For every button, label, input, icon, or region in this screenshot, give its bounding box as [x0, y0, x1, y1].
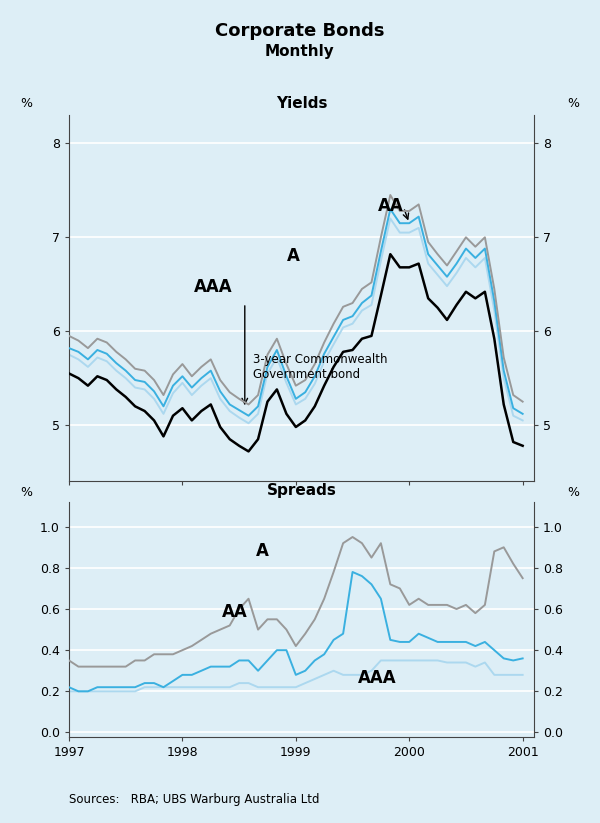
- Text: Monthly: Monthly: [265, 44, 335, 58]
- Text: %: %: [568, 486, 580, 499]
- Title: Yields: Yields: [276, 96, 327, 111]
- Title: Spreads: Spreads: [266, 483, 337, 498]
- Text: %: %: [568, 97, 580, 109]
- Text: AA: AA: [377, 197, 403, 215]
- Text: AAA: AAA: [194, 278, 232, 295]
- Text: A: A: [256, 542, 269, 560]
- Text: AA: AA: [222, 603, 248, 621]
- Text: 3-year Commonwealth
Government bond: 3-year Commonwealth Government bond: [253, 353, 387, 381]
- Text: %: %: [20, 97, 32, 109]
- Text: Corporate Bonds: Corporate Bonds: [215, 22, 385, 40]
- Text: %: %: [20, 486, 32, 499]
- Text: Sources:   RBA; UBS Warburg Australia Ltd: Sources: RBA; UBS Warburg Australia Ltd: [69, 793, 320, 807]
- Text: AAA: AAA: [358, 669, 397, 687]
- Text: A: A: [287, 247, 299, 265]
